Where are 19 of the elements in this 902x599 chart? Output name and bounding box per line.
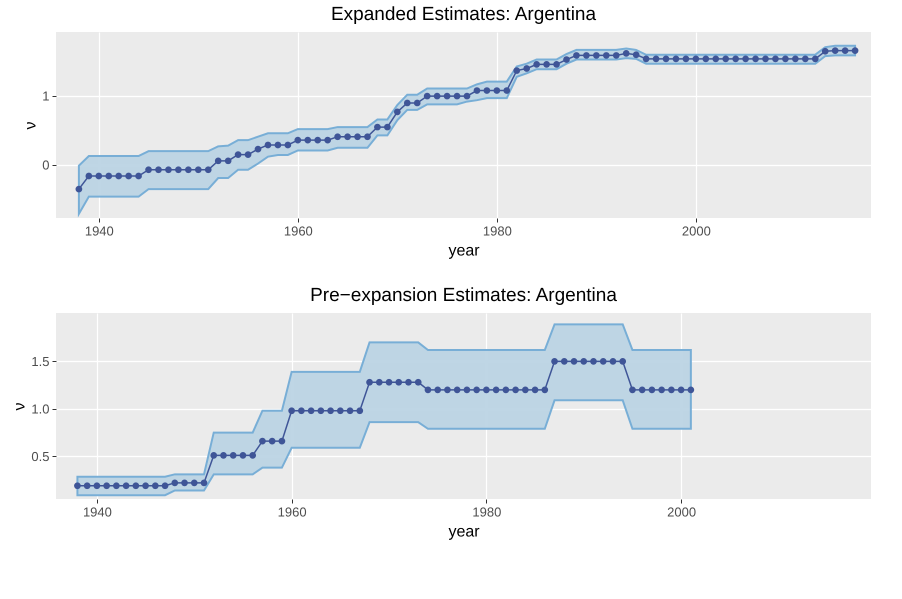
x-tick-label: 1960 xyxy=(278,504,307,520)
x-tick-label: 1960 xyxy=(284,224,313,238)
chart-title: Expanded Estimates: Argentina xyxy=(330,4,596,25)
y-tick-label: 1.5 xyxy=(31,354,50,369)
y-tick-label: 1.0 xyxy=(31,401,50,416)
x-tick-label: 1940 xyxy=(82,504,112,520)
x-tick-label: 1940 xyxy=(84,224,114,238)
y-tick-label: 0 xyxy=(42,157,50,172)
x-tick-label: 2000 xyxy=(667,504,696,520)
x-tick-label: 1980 xyxy=(472,504,502,520)
x-axis-title: year xyxy=(448,242,480,260)
y-tick-label: 1 xyxy=(42,88,50,104)
y-tick-label: 0.5 xyxy=(31,448,50,464)
y-axis-title: ν xyxy=(11,402,28,410)
x-tick-label: 2000 xyxy=(682,224,711,238)
chart-title: Pre−expansion Estimates: Argentina xyxy=(310,285,618,306)
x-tick-label: 1980 xyxy=(482,224,512,238)
x-axis-title: year xyxy=(448,524,480,540)
y-axis-title: ν xyxy=(22,122,40,130)
